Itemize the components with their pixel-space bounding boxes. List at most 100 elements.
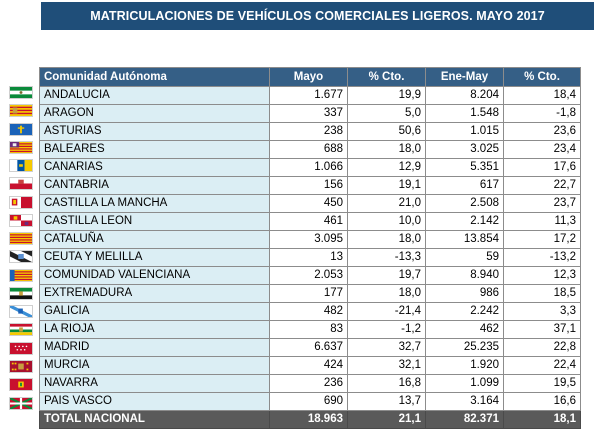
region-cell: COMUNIDAD VALENCIANA	[39, 266, 270, 285]
mayo-cell: 337	[269, 104, 348, 123]
ene-may-cell: 1.015	[425, 122, 504, 141]
ceuta-melilla-flag-icon	[9, 250, 33, 264]
murcia-flag-icon	[9, 359, 33, 373]
cto-ene-may-cell: -1,8	[503, 104, 581, 123]
ene-may-cell: 1.099	[425, 374, 504, 393]
cto-ene-may-cell: 17,6	[503, 158, 581, 177]
cto-mayo-cell: 13,7	[347, 392, 426, 411]
region-cell: MADRID	[39, 338, 270, 357]
col-header-cto-ene-may: % Cto.	[503, 67, 581, 87]
baleares-flag-icon	[9, 140, 33, 154]
cto-mayo-cell: 19,7	[347, 266, 426, 285]
mayo-cell: 156	[269, 176, 348, 195]
table-row: GALICIA 482 -21,4 2.242 3,3	[39, 302, 581, 321]
cto-mayo-cell: -13,3	[347, 248, 426, 267]
cantabria-flag-icon	[9, 177, 33, 191]
ene-may-cell: 3.164	[425, 392, 504, 411]
region-cell: ANDALUCIA	[39, 86, 270, 105]
aragon-flag-icon	[9, 104, 33, 118]
mayo-cell: 2.053	[269, 266, 348, 285]
mayo-cell: 83	[269, 320, 348, 339]
mayo-cell: 3.095	[269, 230, 348, 249]
mayo-cell: 461	[269, 212, 348, 231]
cto-ene-may-cell: 16,6	[503, 392, 581, 411]
table-row: CASTILLA LEON 461 10,0 2.142 11,3	[39, 212, 581, 231]
cto-ene-may-cell: 19,5	[503, 374, 581, 393]
region-cell: CASTILLA LEON	[39, 212, 270, 231]
col-header-ene-may: Ene-May	[425, 67, 504, 87]
mayo-cell: 6.637	[269, 338, 348, 357]
cto-mayo-cell: 12,9	[347, 158, 426, 177]
cto-mayo-cell: 50,6	[347, 122, 426, 141]
table-row: BALEARES 688 18,0 3.025 23,4	[39, 140, 581, 159]
region-cell: CEUTA Y MELILLA	[39, 248, 270, 267]
table-row: CASTILLA LA MANCHA 450 21,0 2.508 23,7	[39, 194, 581, 213]
region-cell: MURCIA	[39, 356, 270, 375]
col-header-region: Comunidad Autónoma	[39, 67, 270, 87]
region-cell: ARAGON	[39, 104, 270, 123]
mayo-cell: 482	[269, 302, 348, 321]
cto-mayo-cell: 19,9	[347, 86, 426, 105]
cto-ene-may-cell: 12,3	[503, 266, 581, 285]
region-cell: NAVARRA	[39, 374, 270, 393]
cto-mayo-cell: 5,0	[347, 104, 426, 123]
total-ene-may: 82.371	[425, 410, 504, 429]
cto-ene-may-cell: 11,3	[503, 212, 581, 231]
ene-may-cell: 462	[425, 320, 504, 339]
mayo-cell: 450	[269, 194, 348, 213]
cto-ene-may-cell: 3,3	[503, 302, 581, 321]
extremadura-flag-icon	[9, 286, 33, 300]
table-row: LA RIOJA 83 -1,2 462 37,1	[39, 320, 581, 339]
cto-mayo-cell: 32,7	[347, 338, 426, 357]
table-row: ANDALUCIA 1.677 19,9 8.204 18,4	[39, 86, 581, 105]
registrations-table: Comunidad Autónoma Mayo % Cto. Ene-May %…	[39, 67, 581, 429]
cto-ene-may-cell: -13,2	[503, 248, 581, 267]
table-row: CANARIAS 1.066 12,9 5.351 17,6	[39, 158, 581, 177]
cto-mayo-cell: 18,0	[347, 140, 426, 159]
ene-may-cell: 1.548	[425, 104, 504, 123]
region-cell: CANTABRIA	[39, 176, 270, 195]
cto-mayo-cell: 32,1	[347, 356, 426, 375]
table-row: EXTREMADURA 177 18,0 986 18,5	[39, 284, 581, 303]
region-flags-column	[9, 86, 33, 415]
mayo-cell: 238	[269, 122, 348, 141]
cto-ene-may-cell: 23,7	[503, 194, 581, 213]
region-cell: LA RIOJA	[39, 320, 270, 339]
valenciana-flag-icon	[9, 268, 33, 282]
cto-mayo-cell: 18,0	[347, 284, 426, 303]
ene-may-cell: 5.351	[425, 158, 504, 177]
navarra-flag-icon	[9, 378, 33, 392]
cto-ene-may-cell: 23,6	[503, 122, 581, 141]
col-header-cto-mayo: % Cto.	[347, 67, 426, 87]
ene-may-cell: 2.242	[425, 302, 504, 321]
cto-ene-may-cell: 17,2	[503, 230, 581, 249]
report-title: MATRICULACIONES DE VEHÍCULOS COMERCIALES…	[41, 2, 594, 30]
region-cell: ASTURIAS	[39, 122, 270, 141]
table-row: PAIS VASCO 690 13,7 3.164 16,6	[39, 392, 581, 411]
table-header-row: Comunidad Autónoma Mayo % Cto. Ene-May %…	[39, 67, 581, 87]
total-label: TOTAL NACIONAL	[39, 410, 270, 429]
region-cell: EXTREMADURA	[39, 284, 270, 303]
mayo-cell: 688	[269, 140, 348, 159]
ene-may-cell: 3.025	[425, 140, 504, 159]
canarias-flag-icon	[9, 159, 33, 173]
table-row: CATALUÑA 3.095 18,0 13.854 17,2	[39, 230, 581, 249]
ene-may-cell: 25.235	[425, 338, 504, 357]
region-cell: CANARIAS	[39, 158, 270, 177]
la-rioja-flag-icon	[9, 323, 33, 337]
cto-mayo-cell: 19,1	[347, 176, 426, 195]
galicia-flag-icon	[9, 305, 33, 319]
ene-may-cell: 986	[425, 284, 504, 303]
ene-may-cell: 13.854	[425, 230, 504, 249]
cto-mayo-cell: 10,0	[347, 212, 426, 231]
mayo-cell: 1.066	[269, 158, 348, 177]
ene-may-cell: 59	[425, 248, 504, 267]
mayo-cell: 1.677	[269, 86, 348, 105]
region-cell: BALEARES	[39, 140, 270, 159]
ene-may-cell: 2.142	[425, 212, 504, 231]
cto-mayo-cell: 16,8	[347, 374, 426, 393]
cto-ene-may-cell: 37,1	[503, 320, 581, 339]
cto-ene-may-cell: 22,4	[503, 356, 581, 375]
cto-mayo-cell: 18,0	[347, 230, 426, 249]
total-row: TOTAL NACIONAL 18.963 21,1 82.371 18,1	[39, 410, 581, 429]
